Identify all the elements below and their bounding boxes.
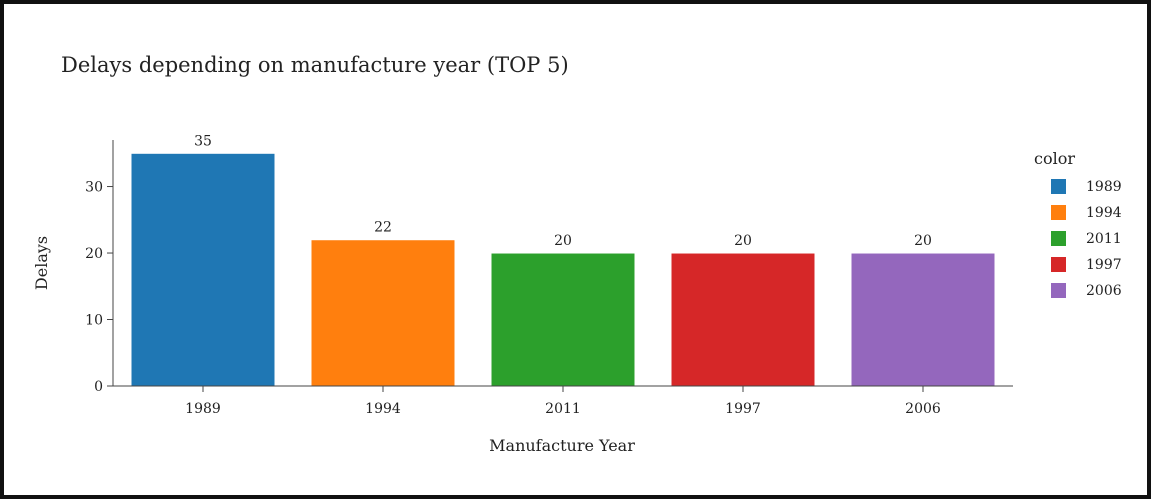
legend-swatch-2006 (1051, 283, 1066, 298)
data-label-2011: 20 (554, 233, 572, 249)
y-tick-label-20: 20 (85, 246, 103, 262)
legend-label-1989: 1989 (1086, 179, 1122, 195)
x-tick-label-2011: 2011 (545, 401, 581, 417)
data-label-1997: 20 (734, 233, 752, 249)
legend-label-1997: 1997 (1086, 257, 1122, 273)
x-tick-label-2006: 2006 (905, 401, 941, 417)
x-axis: 1989 1994 2011 1997 2006 (113, 385, 1013, 417)
legend-items: 1989 1994 2011 1997 2006 (1051, 179, 1122, 299)
bar-1994 (310, 239, 456, 387)
legend-swatch-1994 (1051, 205, 1066, 220)
legend-swatch-1989 (1051, 179, 1066, 194)
legend-label-2011: 2011 (1086, 231, 1122, 247)
y-axis-title: Delays (32, 236, 51, 290)
x-tick-label-1989: 1989 (185, 401, 221, 417)
legend: color 1989 1994 2011 1997 2006 (1034, 149, 1122, 299)
data-label-2006: 20 (914, 233, 932, 249)
x-tick-label-1997: 1997 (725, 401, 761, 417)
bar-2011 (490, 252, 636, 387)
x-tick-label-1994: 1994 (365, 401, 401, 417)
bar-1997 (670, 252, 816, 387)
legend-swatch-1997 (1051, 257, 1066, 272)
data-label-1989: 35 (194, 133, 212, 149)
y-axis: 0 10 20 30 (85, 140, 114, 395)
legend-swatch-2011 (1051, 231, 1066, 246)
bar-2006 (850, 252, 996, 387)
bar-1989 (130, 152, 276, 387)
y-tick-label-30: 30 (85, 180, 103, 196)
bars-group (130, 152, 996, 387)
legend-label-2006: 2006 (1086, 283, 1122, 299)
legend-label-1994: 1994 (1086, 205, 1122, 221)
x-axis-title: Manufacture Year (489, 436, 635, 455)
data-labels-group: 35 22 20 20 20 (194, 133, 932, 249)
bar-chart: Delays depending on manufacture year (TO… (32, 53, 1122, 455)
y-tick-label-10: 10 (85, 313, 103, 329)
legend-title: color (1034, 149, 1075, 168)
y-tick-label-0: 0 (94, 379, 103, 395)
chart-title: Delays depending on manufacture year (TO… (61, 53, 569, 77)
data-label-1994: 22 (374, 220, 392, 236)
